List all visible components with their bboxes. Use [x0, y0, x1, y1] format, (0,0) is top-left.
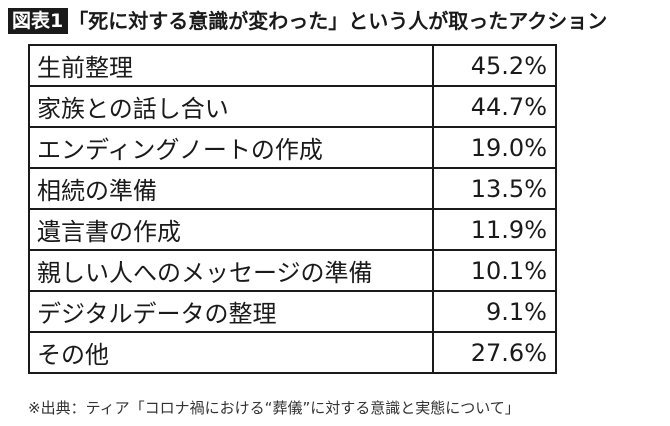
- row-value: 44.7%: [432, 85, 557, 128]
- row-label: デジタルデータの整理: [28, 290, 434, 333]
- source-footnote: ※出典：ティア「コロナ禍における“葬儀”に対する意識と実態について」: [28, 399, 520, 417]
- table-row: デジタルデータの整理 9.1%: [28, 290, 557, 333]
- row-label: 生前整理: [28, 44, 434, 87]
- table-row: その他 27.6%: [28, 331, 557, 374]
- figure-number-badge: 図表1: [8, 8, 69, 34]
- row-label: エンディングノートの作成: [28, 126, 434, 169]
- row-label: その他: [28, 331, 434, 374]
- figure-header: 図表1 「死に対する意識が変わった」という人が取ったアクション: [8, 6, 607, 36]
- table-row: 家族との話し合い 44.7%: [28, 85, 557, 128]
- row-value: 9.1%: [432, 290, 557, 333]
- table-row: エンディングノートの作成 19.0%: [28, 126, 557, 169]
- row-label: 相続の準備: [28, 167, 434, 210]
- row-value: 11.9%: [432, 208, 557, 251]
- table-row: 相続の準備 13.5%: [28, 167, 557, 210]
- row-value: 10.1%: [432, 249, 557, 292]
- row-label: 親しい人へのメッセージの準備: [28, 249, 434, 292]
- row-value: 27.6%: [432, 331, 557, 374]
- row-value: 45.2%: [432, 44, 557, 87]
- row-label: 遺言書の作成: [28, 208, 434, 251]
- survey-results-table: 生前整理 45.2% 家族との話し合い 44.7% エンディングノートの作成 1…: [28, 44, 557, 374]
- row-value: 13.5%: [432, 167, 557, 210]
- table-row: 親しい人へのメッセージの準備 10.1%: [28, 249, 557, 292]
- row-value: 19.0%: [432, 126, 557, 169]
- table-row: 遺言書の作成 11.9%: [28, 208, 557, 251]
- figure-title: 「死に対する意識が変わった」という人が取ったアクション: [68, 9, 608, 33]
- table-row: 生前整理 45.2%: [28, 44, 557, 87]
- row-label: 家族との話し合い: [28, 85, 434, 128]
